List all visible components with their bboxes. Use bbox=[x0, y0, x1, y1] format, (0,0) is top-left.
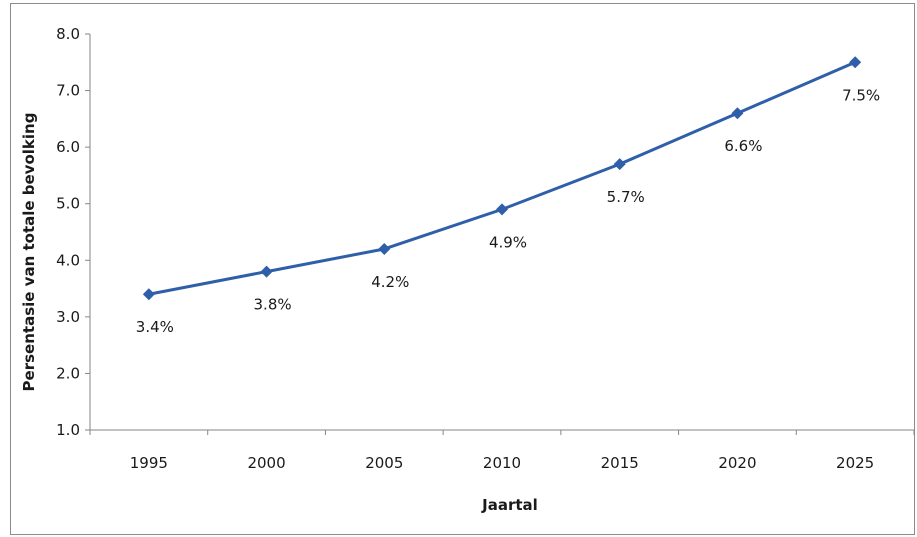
chart-frame bbox=[10, 3, 915, 535]
x-tick-label: 2010 bbox=[483, 454, 521, 472]
data-point-marker bbox=[496, 203, 508, 216]
y-tick-label: 6.0 bbox=[56, 138, 80, 156]
data-point-marker bbox=[731, 107, 744, 120]
data-label: 7.5% bbox=[842, 86, 880, 104]
y-tick-label: 7.0 bbox=[56, 82, 80, 100]
data-point-marker bbox=[378, 242, 391, 255]
data-label: 6.6% bbox=[724, 137, 762, 155]
y-axis-title: Persentasie van totale bevolking bbox=[20, 113, 38, 392]
data-label: 4.2% bbox=[371, 273, 409, 291]
x-tick-label: 2020 bbox=[718, 454, 756, 472]
series-line bbox=[148, 60, 856, 296]
y-tick-label: 3.0 bbox=[56, 308, 80, 326]
y-tick-label: 5.0 bbox=[56, 195, 80, 213]
x-tick-label: 2000 bbox=[247, 454, 285, 472]
data-label: 3.4% bbox=[136, 318, 174, 336]
series-group bbox=[142, 56, 862, 301]
x-tick-label: 2025 bbox=[836, 454, 874, 472]
data-point-marker bbox=[613, 158, 626, 171]
data-label: 3.8% bbox=[254, 296, 292, 314]
y-tick-label: 4.0 bbox=[56, 251, 80, 269]
data-point-marker bbox=[142, 288, 155, 301]
y-tick-label: 8.0 bbox=[56, 25, 80, 43]
data-point-marker bbox=[260, 265, 273, 278]
data-point-marker bbox=[849, 56, 862, 69]
data-label: 4.9% bbox=[489, 233, 527, 251]
x-tick-label: 2005 bbox=[365, 454, 403, 472]
data-labels: 3.4% 3.8% 4.2% 4.9% 5.7% 6.6% 7.5% bbox=[136, 86, 880, 336]
y-tick-label: 1.0 bbox=[56, 421, 80, 439]
x-tick-label: 2015 bbox=[601, 454, 639, 472]
y-tick-label: 2.0 bbox=[56, 364, 80, 382]
x-tick-label: 1995 bbox=[130, 454, 168, 472]
data-label: 5.7% bbox=[607, 188, 645, 206]
axes: 1.0 2.0 3.0 4.0 5.0 6.0 7.0 8.0 1995 2000 2005 2010… bbox=[56, 25, 915, 472]
x-axis-title: Jaartal bbox=[481, 496, 538, 514]
